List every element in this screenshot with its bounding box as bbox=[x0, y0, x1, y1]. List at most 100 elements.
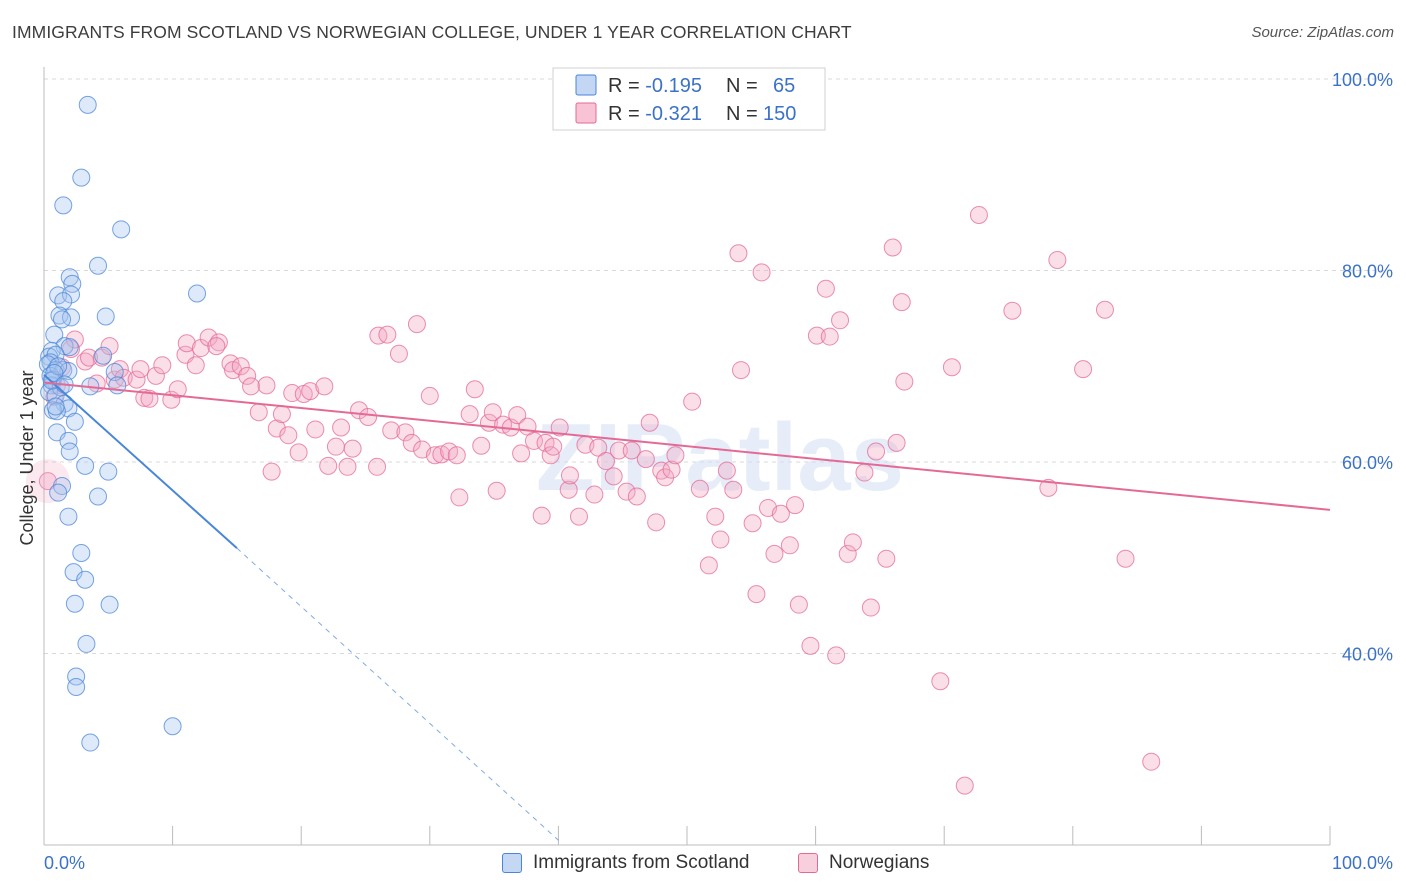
norwegians-point bbox=[487, 481, 506, 500]
legend-swatch-norwegians bbox=[575, 102, 597, 124]
norwegians-point bbox=[131, 360, 150, 379]
norwegians-point bbox=[396, 423, 415, 442]
norwegians-point bbox=[249, 403, 268, 422]
norwegians-point bbox=[127, 370, 146, 389]
scotland-point bbox=[112, 220, 131, 239]
norwegians-point bbox=[332, 418, 351, 437]
legend-item-norwegians[interactable]: Norwegians bbox=[798, 852, 929, 874]
scotland-point bbox=[59, 362, 78, 381]
norwegians-point bbox=[743, 514, 762, 533]
scotland-point bbox=[67, 678, 86, 697]
norwegians-point bbox=[816, 279, 835, 298]
y-tick-label: 100.0% bbox=[1332, 70, 1393, 90]
norwegians-point bbox=[820, 327, 839, 346]
legend-swatch-pink bbox=[798, 853, 818, 873]
scotland-point bbox=[78, 95, 97, 114]
norwegians-point bbox=[843, 533, 862, 552]
series-legend: Immigrants from Scotland Norwegians bbox=[0, 852, 1406, 878]
scotland-trend-extension bbox=[236, 547, 559, 841]
norwegians-point bbox=[407, 315, 426, 334]
norwegians-point bbox=[683, 392, 702, 411]
norwegians-point bbox=[382, 421, 401, 440]
legend-r-value-1: -0.195 bbox=[645, 75, 702, 97]
norwegians-point bbox=[231, 357, 250, 376]
norwegians-point bbox=[699, 556, 718, 575]
norwegians-point bbox=[532, 506, 551, 525]
legend-swatch-scotland bbox=[575, 74, 597, 96]
scotland-point bbox=[65, 594, 84, 613]
norwegians-point bbox=[338, 457, 357, 476]
legend-n-label-1: N = bbox=[726, 75, 763, 97]
norwegians-point bbox=[508, 406, 527, 425]
norwegians-point bbox=[666, 446, 685, 465]
norwegians-point bbox=[895, 372, 914, 391]
norwegians-point bbox=[389, 344, 408, 363]
scotland-point bbox=[72, 168, 91, 187]
trend-lines bbox=[43, 374, 1331, 841]
scotland-point bbox=[76, 570, 95, 589]
scotland-point bbox=[62, 308, 81, 327]
legend-swatch-blue bbox=[502, 853, 522, 873]
norwegians-point bbox=[690, 479, 709, 498]
norwegians-point bbox=[450, 488, 469, 507]
norwegians-point bbox=[789, 595, 808, 614]
scotland-point bbox=[163, 717, 182, 736]
legend-n-value-1: 65 bbox=[773, 75, 795, 97]
norwegians-point bbox=[786, 496, 805, 515]
norwegians-point bbox=[315, 377, 334, 396]
norwegians-point bbox=[425, 446, 444, 465]
scotland-trend-line bbox=[43, 374, 238, 549]
norwegians-point bbox=[262, 462, 281, 481]
norwegians-point bbox=[931, 672, 950, 691]
norwegians-point bbox=[146, 366, 165, 385]
scotland-point bbox=[76, 456, 95, 475]
norwegians-point bbox=[969, 205, 988, 224]
scotland-point bbox=[53, 310, 72, 329]
legend-r-label-2: R = bbox=[608, 103, 645, 125]
norwegians-point bbox=[153, 356, 172, 375]
y-tick-label: 40.0% bbox=[1342, 645, 1393, 665]
norwegians-point bbox=[512, 444, 531, 463]
scotland-point bbox=[96, 307, 115, 326]
scotland-point bbox=[188, 284, 207, 303]
norwegians-point bbox=[140, 389, 159, 408]
norwegians-point bbox=[1095, 300, 1114, 319]
scotland-point bbox=[100, 595, 119, 614]
scotland-point bbox=[94, 346, 113, 365]
norwegians-point bbox=[861, 598, 880, 617]
norwegians-point bbox=[301, 382, 320, 401]
norwegians-point bbox=[1142, 752, 1161, 771]
legend-item-scotland[interactable]: Immigrants from Scotland bbox=[502, 852, 749, 874]
scotland-point bbox=[62, 285, 81, 304]
scotland-point bbox=[54, 196, 73, 215]
norwegians-point bbox=[801, 636, 820, 655]
norwegians-point bbox=[544, 437, 563, 456]
y-tick-label: 80.0% bbox=[1342, 262, 1393, 282]
watermark: ZIPatlas bbox=[536, 404, 904, 511]
norwegians-point bbox=[279, 426, 298, 445]
norwegians-points bbox=[25, 104, 1161, 795]
norwegians-point bbox=[177, 334, 196, 353]
scotland-point bbox=[60, 442, 79, 461]
norwegians-point bbox=[550, 418, 569, 437]
norwegians-point bbox=[524, 431, 543, 450]
norwegians-point bbox=[647, 513, 666, 532]
norwegians-point bbox=[662, 460, 681, 479]
scotland-point bbox=[105, 362, 124, 381]
norwegians-point bbox=[319, 456, 338, 475]
norwegians-point bbox=[483, 403, 502, 422]
norwegians-point bbox=[780, 536, 799, 555]
norwegians-point bbox=[186, 356, 205, 375]
norwegians-point bbox=[827, 646, 846, 665]
gridlines bbox=[44, 78, 1392, 654]
norwegians-point bbox=[238, 366, 257, 385]
norwegians-point bbox=[289, 443, 308, 462]
norwegians-point bbox=[706, 507, 725, 526]
norwegians-point bbox=[838, 544, 857, 563]
norwegians-point bbox=[604, 467, 623, 486]
norwegians-point bbox=[465, 380, 484, 399]
svg-text:R = -0.321: R = -0.321 bbox=[608, 103, 702, 125]
y-axis-label: College, Under 1 year bbox=[17, 370, 37, 545]
norwegians-point bbox=[267, 419, 286, 438]
